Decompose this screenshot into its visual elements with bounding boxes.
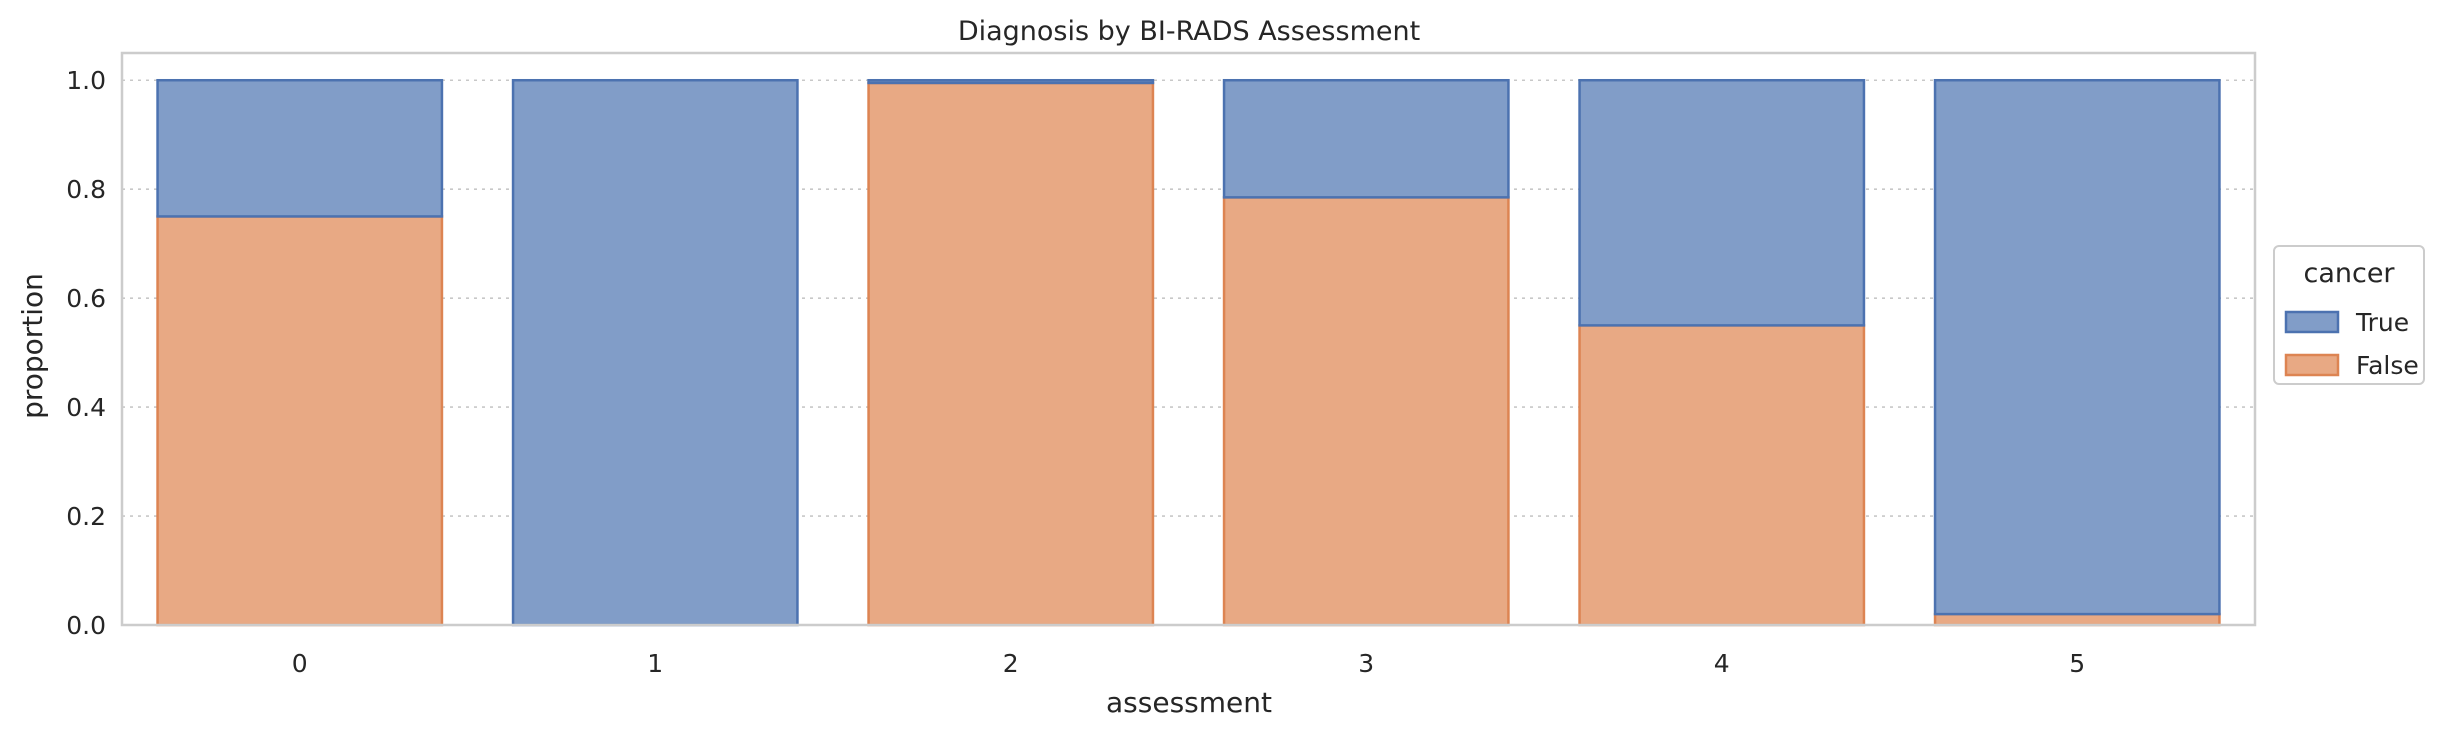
- bar-true-5: [1933, 78, 2221, 616]
- y-tick-label: 0.8: [66, 175, 106, 204]
- y-tick-label: 0.0: [66, 611, 106, 640]
- bars: [156, 78, 2221, 627]
- bar-false-3: [1222, 196, 1510, 627]
- legend: cancer True False: [2273, 245, 2425, 385]
- y-tick-label: 0.6: [66, 284, 106, 313]
- legend-frame: [2273, 245, 2425, 385]
- legend-swatch-true: [2284, 310, 2340, 334]
- bar-true-1: [511, 78, 799, 627]
- y-tick-labels: 0.0 0.2 0.4 0.6 0.8 1.0: [66, 66, 106, 640]
- bar-false-2: [867, 81, 1155, 627]
- bar-true-4: [1578, 78, 1866, 327]
- x-tick-label: 0: [292, 649, 308, 678]
- x-tick-label: 2: [1003, 649, 1019, 678]
- chart-title: Diagnosis by BI-RADS Assessment: [958, 16, 1420, 47]
- legend-title: cancer: [2303, 258, 2395, 289]
- x-tick-label: 5: [2069, 649, 2085, 678]
- x-tick-label: 3: [1358, 649, 1374, 678]
- bar-false-0: [156, 215, 444, 627]
- x-tick-label: 1: [647, 649, 663, 678]
- x-tick-labels: 0 1 2 3 4 5: [292, 649, 2085, 678]
- y-axis-label: proportion: [16, 273, 49, 419]
- y-tick-label: 0.4: [66, 393, 106, 422]
- bar-true-2: [867, 78, 1155, 85]
- legend-label-true: True: [2355, 308, 2409, 337]
- bar-false-5: [1933, 612, 2221, 627]
- bar-true-3: [1222, 78, 1510, 199]
- x-tick-label: 4: [1714, 649, 1730, 678]
- y-tick-label: 0.2: [66, 502, 106, 531]
- x-axis-label: assessment: [1106, 686, 1272, 719]
- gridlines: [122, 79, 2255, 517]
- legend-label-false: False: [2356, 351, 2419, 380]
- bar-false-4: [1578, 324, 1866, 627]
- plot-frame: [120, 51, 2257, 627]
- y-tick-label: 1.0: [66, 66, 106, 95]
- bar-true-0: [156, 78, 444, 218]
- legend-swatch-false: [2284, 353, 2340, 377]
